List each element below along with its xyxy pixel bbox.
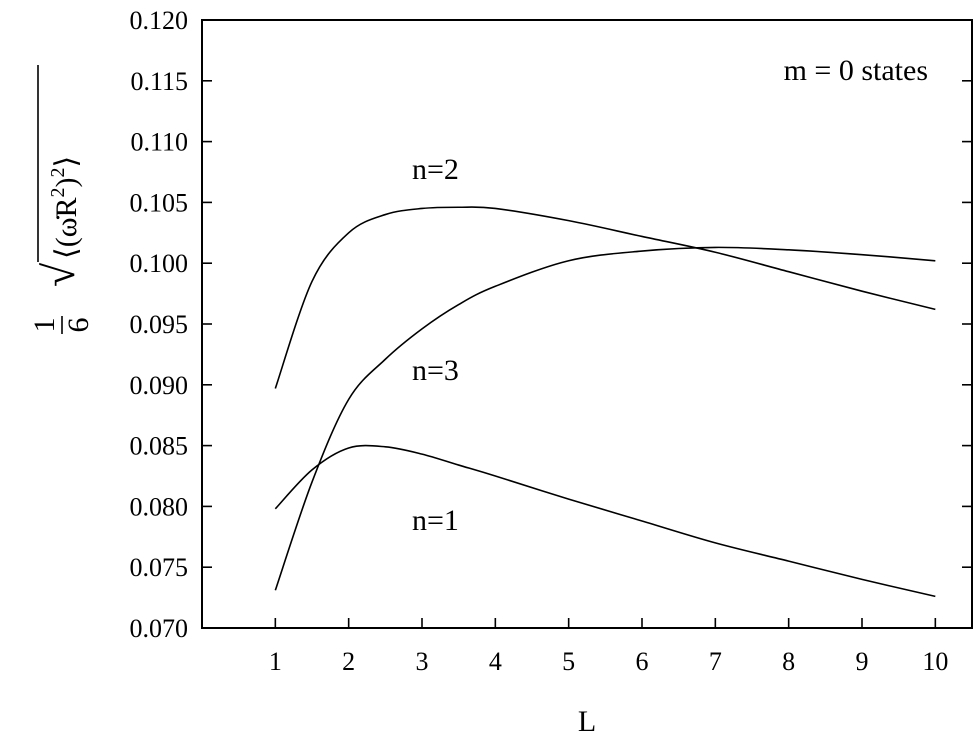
- series-line-2: [274, 206, 936, 389]
- x-tick-label: 9: [856, 647, 869, 676]
- x-tick-label: 1: [269, 647, 282, 676]
- svg-text:1: 1: [28, 318, 61, 333]
- x-tick-label: 10: [922, 647, 948, 676]
- x-axis-title: L: [578, 705, 596, 738]
- x-axis-ticks: 1 2 3 4 5 6 7 8 9 10: [269, 618, 948, 676]
- svg-text:⟨(ω̇R2)2⟩: ⟨(ω̇R2)2⟩: [47, 156, 83, 259]
- y-tick-label: 0.120: [130, 6, 189, 35]
- x-tick-label: 8: [782, 647, 795, 676]
- plot-frame: [201, 19, 973, 629]
- y-tick-label: 0.110: [130, 128, 188, 157]
- y-tick-label: 0.095: [130, 310, 189, 339]
- x-tick-label: 7: [709, 647, 722, 676]
- annotation-n3: n=3: [412, 354, 459, 387]
- y-tick-label: 0.100: [130, 249, 189, 278]
- x-tick-label: 6: [636, 647, 649, 676]
- y-tick-label: 0.070: [130, 614, 189, 643]
- y-axis-title-formula: 1 6 √ ⟨(ω̇R2)2⟩: [28, 65, 95, 334]
- series-group: [274, 206, 936, 598]
- y-axis-ticks: 0.070 0.075 0.080 0.085 0.090 0.095 0.100 0.105…: [130, 6, 972, 643]
- svg-text:√: √: [35, 262, 84, 287]
- annotation-n2: n=2: [412, 153, 459, 186]
- x-tick-label: 2: [342, 647, 355, 676]
- x-tick-label: 4: [489, 647, 502, 676]
- y-tick-label: 0.085: [130, 432, 189, 461]
- svg-text:6: 6: [62, 318, 95, 333]
- y-tick-label: 0.090: [130, 371, 189, 400]
- y-tick-label: 0.115: [130, 67, 188, 96]
- annotation-n1: n=1: [412, 504, 459, 537]
- x-tick-label: 5: [562, 647, 575, 676]
- x-tick-label: 3: [416, 647, 429, 676]
- series-line-3: [274, 246, 936, 591]
- annotation-states: m = 0 states: [784, 54, 928, 87]
- series-line-1: [274, 444, 936, 598]
- y-tick-label: 0.105: [130, 188, 189, 217]
- y-tick-label: 0.080: [130, 492, 189, 521]
- y-tick-label: 0.075: [130, 553, 189, 582]
